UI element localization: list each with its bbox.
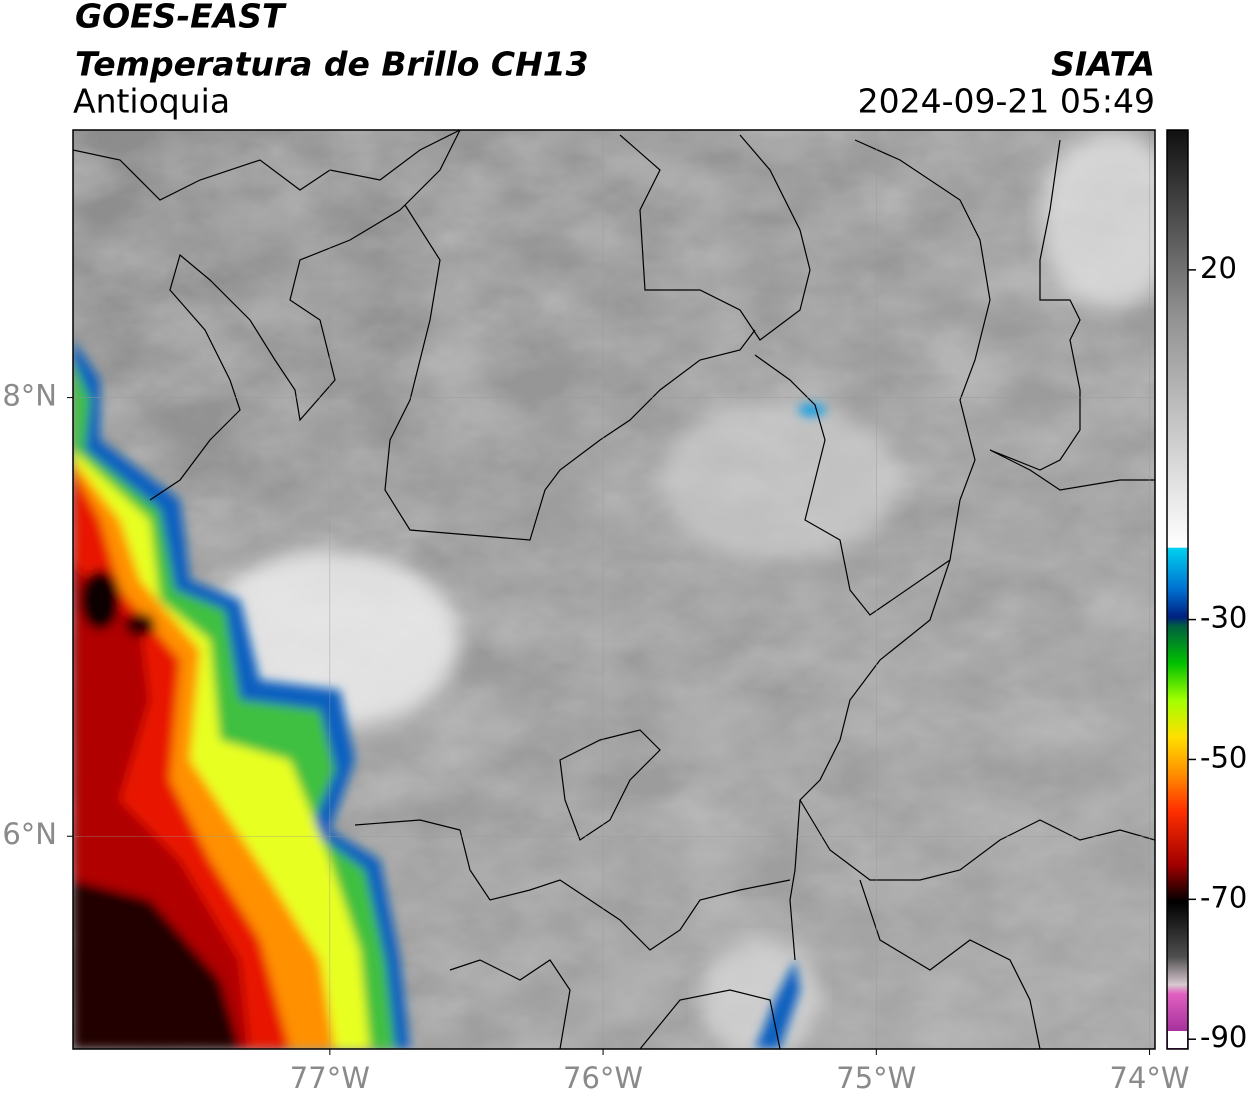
colorbar-tick-label: -30 [1200, 601, 1247, 635]
y-tick-label: 8°N [2, 379, 57, 413]
colorbar-tick-label: 20 [1200, 251, 1237, 285]
source: SIATA [1051, 45, 1155, 84]
colorbar-tick-label: -90 [1200, 1020, 1247, 1054]
x-tick-label: 77°W [290, 1061, 370, 1095]
graticule [73, 130, 1155, 1049]
y-tick-label: 6°N [2, 817, 57, 851]
title: GOES-EAST [75, 0, 287, 36]
region: Antioquia [73, 82, 230, 121]
x-tick-label: 75°W [836, 1061, 916, 1095]
x-tick-label: 74°W [1109, 1061, 1189, 1095]
colorbar-tick-label: -70 [1200, 880, 1247, 914]
datetime: 2024-09-21 05:49 [858, 82, 1155, 121]
colorbar [1166, 129, 1189, 1050]
subtitle: Temperatura de Brillo CH13 [75, 45, 589, 84]
colorbar-tick-label: -50 [1200, 740, 1247, 774]
map-frame [72, 129, 1156, 1050]
cold-cloud [73, 340, 826, 1049]
x-tick-label: 76°W [563, 1061, 643, 1095]
borders [73, 130, 1155, 1049]
imagery [73, 130, 1155, 1049]
colorbar-under [1168, 1031, 1187, 1048]
